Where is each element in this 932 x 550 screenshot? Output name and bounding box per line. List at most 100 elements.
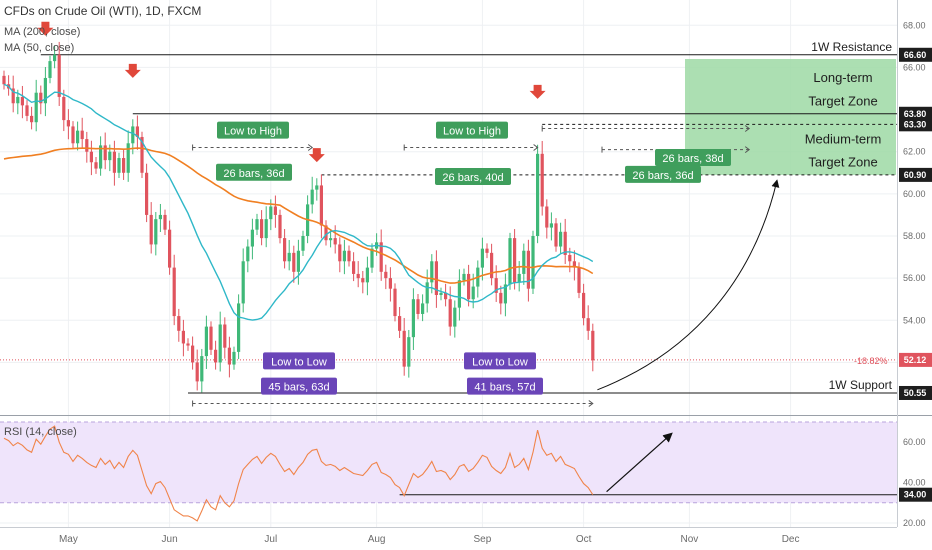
price-tag-box [899, 117, 932, 132]
candle [434, 261, 438, 295]
candle [444, 292, 448, 300]
rsi-tag-box [899, 487, 932, 502]
candle [352, 261, 356, 274]
candle [48, 61, 52, 78]
zone-label: Long-term [813, 70, 872, 85]
candle [269, 206, 273, 220]
support-label: 1W Support [829, 378, 893, 392]
candle [237, 303, 241, 352]
candle [260, 219, 264, 239]
candle [338, 244, 342, 262]
price-tick: 54.00 [903, 315, 926, 325]
candle [246, 246, 250, 262]
candle [549, 223, 553, 228]
time-tick: Oct [576, 534, 592, 545]
candle [379, 242, 383, 272]
price-tag: 50.55 [904, 388, 927, 398]
candle [122, 158, 126, 173]
candle [191, 345, 195, 363]
candle [586, 318, 590, 331]
change-pct-label: -18.82% [854, 356, 888, 366]
low-to-low-label-2: Low to Low [472, 356, 528, 368]
range-arrow-icon [307, 144, 314, 151]
price-tag: 63.80 [904, 109, 927, 119]
down-arrow-icon [308, 148, 325, 163]
candle [329, 238, 333, 241]
candle [255, 219, 259, 230]
candle [76, 130, 80, 144]
candle [462, 273, 466, 281]
candle [204, 326, 208, 357]
candle [457, 280, 461, 308]
range-arrow-icon [744, 146, 751, 154]
low-to-high-label-1: Low to High [224, 126, 282, 138]
candle [319, 185, 323, 226]
candle [517, 273, 521, 283]
candle [490, 252, 494, 279]
price-tick: 66.00 [903, 62, 926, 72]
candle [559, 231, 563, 247]
price-tick: 58.00 [903, 231, 926, 241]
candle [388, 278, 392, 289]
bars-label-5-box [261, 377, 337, 395]
candle [370, 248, 374, 268]
candle [16, 96, 20, 104]
candle [135, 126, 139, 137]
low-to-high-label-2-box [436, 121, 508, 139]
candle [154, 219, 158, 245]
price-tick: 56.00 [903, 273, 926, 283]
candle [53, 54, 57, 62]
rsi-line [3, 425, 594, 522]
bars-label-5: 45 bars, 63d [268, 382, 329, 394]
bars-label-2: 26 bars, 40d [442, 172, 503, 184]
down-arrow-icon [124, 63, 141, 78]
candle [416, 299, 420, 314]
candle [494, 278, 498, 293]
candle [513, 238, 517, 283]
rsi-pane [0, 421, 897, 522]
candle [34, 92, 38, 123]
candle [572, 261, 576, 268]
time-tick: Jun [162, 534, 178, 545]
candle [522, 250, 526, 274]
candle [195, 362, 199, 382]
candle [315, 185, 319, 190]
candle [140, 136, 144, 173]
price-tag-box [899, 47, 932, 62]
price-tag: 63.30 [904, 119, 927, 129]
candle [448, 299, 452, 327]
candle [536, 153, 540, 236]
candle [568, 254, 572, 262]
candle [485, 248, 489, 253]
candle [384, 271, 388, 279]
zone-label: Target Zone [808, 93, 877, 108]
candle [508, 238, 512, 285]
low-to-high-label-1-box [217, 121, 289, 139]
bars-label-3-box [655, 149, 731, 167]
price-tag-box [899, 385, 932, 400]
time-tick: Aug [368, 534, 386, 545]
candle [273, 206, 277, 215]
candle [85, 139, 89, 152]
candle [227, 347, 231, 365]
candle [200, 356, 204, 382]
time-tick: May [59, 534, 78, 545]
candle [287, 252, 291, 262]
bars-label-2-box [435, 168, 511, 185]
price-tick: 60.00 [903, 189, 926, 199]
rsi-arrow [606, 432, 673, 493]
bars-label-3: 26 bars, 38d [662, 153, 723, 165]
candle [223, 324, 227, 348]
range-arrow-icon [744, 125, 751, 132]
candle [342, 250, 346, 262]
candle [356, 273, 360, 279]
candle [292, 252, 296, 272]
candle [158, 214, 162, 220]
candle [186, 343, 190, 346]
candle [503, 284, 507, 304]
price-tick: 62.00 [903, 147, 926, 157]
candle [177, 316, 181, 331]
price-tag: 66.60 [904, 50, 927, 60]
